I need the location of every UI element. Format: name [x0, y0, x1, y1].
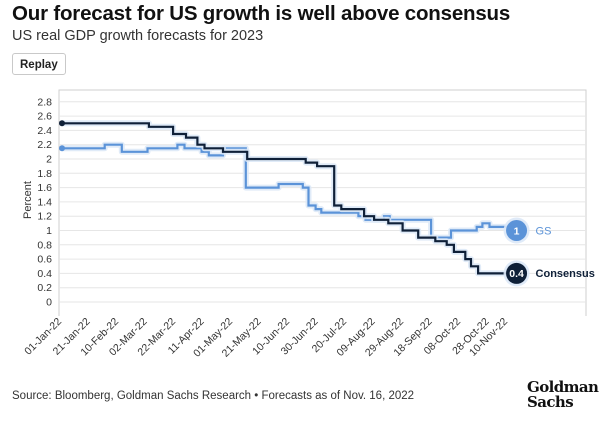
consensus-series-halo — [62, 120, 517, 277]
y-tick-label: 0.2 — [37, 282, 52, 294]
y-tick-label: 0.8 — [37, 239, 52, 251]
consensus-series-line — [62, 122, 517, 275]
y-tick-label: 1.6 — [37, 182, 52, 194]
y-tick-label: 1.8 — [37, 168, 52, 180]
replay-button[interactable]: Replay — [12, 53, 66, 75]
y-tick-label: 2.4 — [37, 125, 52, 137]
consensus-series-label: Consensus — [536, 268, 595, 280]
y-tick-label: 2.6 — [37, 111, 52, 123]
logo-line-1: Goldman — [527, 378, 599, 396]
y-tick-label: 0.4 — [37, 268, 52, 280]
y-tick-label: 2.8 — [37, 96, 52, 108]
logo-line-2: Sachs — [527, 393, 574, 411]
series-layer — [62, 120, 520, 277]
gs-end-value: 1 — [514, 225, 520, 237]
gs-start-point — [59, 145, 65, 152]
plot-border — [58, 89, 587, 316]
y-tick-label: 0.6 — [37, 254, 52, 266]
y-tick-label: 1.2 — [37, 211, 52, 223]
y-axis-label: Percent — [22, 181, 34, 219]
y-tick-label: 2.2 — [37, 139, 52, 151]
chart-subtitle: US real GDP growth forecasts for 2023 — [12, 28, 264, 44]
consensus-start-point — [59, 120, 65, 127]
consensus-end-marker — [506, 262, 528, 284]
gridlines — [59, 101, 586, 303]
goldman-sachs-logo: Goldman Sachs — [527, 378, 599, 411]
page-title: Our forecast for US growth is well above… — [12, 2, 511, 25]
y-tick-label: 0 — [46, 297, 52, 309]
plot-area — [58, 89, 587, 316]
consensus-end-value: 0.4 — [509, 268, 524, 280]
gs-series-label: GS — [536, 225, 552, 237]
source-note: Source: Bloomberg, Goldman Sachs Researc… — [12, 390, 415, 402]
series-markers: 1 GS 0.4 Consensus — [59, 120, 595, 287]
y-tick-label: 2 — [46, 154, 52, 166]
y-axis-ticks: 0 0.2 0.4 0.6 0.8 1 1.2 1.4 1.6 1.8 2 2.2 2.4 2.6 2.8 — [37, 96, 52, 308]
x-axis-ticks: 01-Jan-2221-Jan-2210-Feb-2202-Mar-2222-M… — [22, 316, 510, 360]
gs-series-line — [62, 143, 518, 239]
y-tick-label: 1.4 — [37, 196, 52, 208]
y-tick-label: 1 — [46, 225, 52, 237]
gs-end-marker — [506, 220, 528, 241]
